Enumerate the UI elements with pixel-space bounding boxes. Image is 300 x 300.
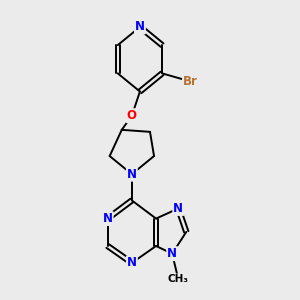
- Text: N: N: [135, 20, 145, 34]
- Text: N: N: [127, 256, 137, 269]
- Text: N: N: [127, 168, 137, 181]
- Text: O: O: [127, 109, 137, 122]
- Text: CH₃: CH₃: [168, 274, 189, 284]
- Text: Br: Br: [183, 75, 198, 88]
- Text: N: N: [103, 212, 112, 225]
- Text: N: N: [167, 247, 177, 260]
- Text: N: N: [173, 202, 183, 215]
